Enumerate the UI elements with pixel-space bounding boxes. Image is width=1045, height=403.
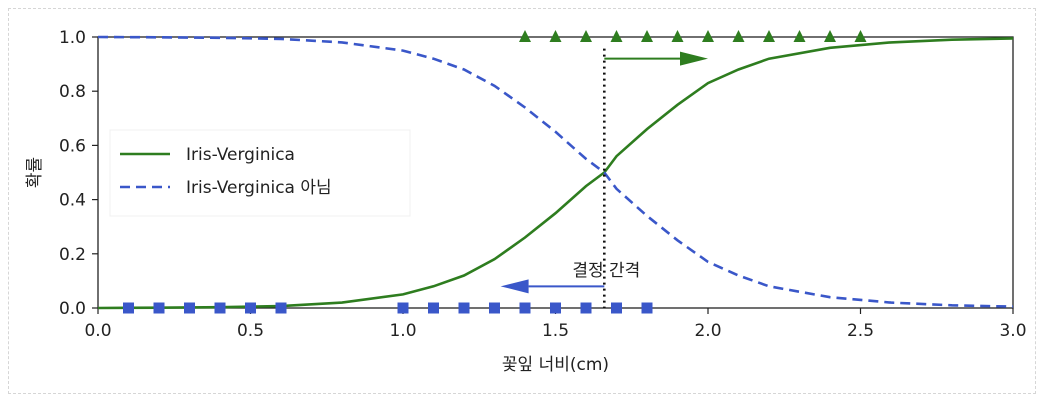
square-marker	[489, 302, 500, 314]
y-tick-label: 0.6	[59, 136, 86, 156]
triangle-marker	[671, 30, 684, 42]
y-tick-label: 0.2	[59, 245, 86, 265]
legend-label: Iris-Verginica	[186, 145, 295, 165]
square-marker	[214, 302, 226, 314]
x-tick-label: 2.5	[847, 321, 874, 341]
triangle-marker	[824, 30, 836, 42]
square-marker	[641, 302, 653, 314]
triangle-marker	[519, 30, 531, 42]
x-tick-label: 3.0	[999, 321, 1026, 341]
x-tick-label: 0.5	[237, 321, 264, 341]
square-marker	[428, 302, 439, 314]
triangle-marker	[580, 30, 592, 42]
arrow-right-head	[680, 51, 708, 66]
square-marker	[184, 302, 195, 314]
decision-boundary-label: 결정 간격	[572, 261, 640, 281]
series-line-not-verginica	[97, 35, 1014, 308]
square-marker	[458, 302, 470, 314]
triangle-marker	[854, 30, 867, 42]
square-marker	[397, 302, 409, 314]
legend-box	[109, 129, 411, 217]
x-tick-label: 1.5	[542, 321, 569, 341]
arrow-left-head	[500, 279, 529, 294]
square-marker	[580, 302, 592, 314]
x-axis-label: 꽃잎 너비(cm)	[502, 355, 609, 375]
square-marker	[153, 302, 165, 314]
x-tick-label: 2.0	[694, 321, 721, 341]
legend: Iris-Verginica Iris-Verginica 아님	[109, 129, 411, 217]
y-tick-label: 0.8	[59, 82, 86, 102]
y-tick-label: 0.4	[59, 191, 86, 211]
triangle-marker	[702, 30, 714, 42]
square-marker	[123, 302, 134, 314]
marks: 결정 간격	[97, 30, 1014, 314]
triangle-marker	[549, 30, 562, 42]
ticks: 0.0 0.5 1.0 1.5 2.0 2.5 3.0 0.0 0.2 0.4 0.6 0.8 1.0	[59, 28, 1027, 341]
triangle-marker	[763, 30, 775, 42]
triangle-marker	[641, 30, 653, 42]
triangle-marker	[793, 30, 806, 42]
y-tick-label: 1.0	[59, 28, 86, 48]
square-marker	[275, 302, 287, 314]
y-axis-label: 확률	[25, 157, 45, 188]
triangle-marker	[610, 30, 623, 42]
triangle-marker	[732, 30, 745, 42]
x-tick-label: 1.0	[389, 321, 416, 341]
square-marker	[245, 302, 256, 314]
legend-label: Iris-Verginica 아님	[186, 178, 332, 198]
x-tick-label: 0.0	[84, 321, 111, 341]
y-tick-label: 0.0	[59, 299, 86, 319]
series-line-verginica	[97, 37, 1014, 310]
square-marker	[519, 302, 531, 314]
square-marker	[611, 302, 622, 314]
square-marker	[550, 302, 561, 314]
figure-frame	[8, 8, 1036, 394]
